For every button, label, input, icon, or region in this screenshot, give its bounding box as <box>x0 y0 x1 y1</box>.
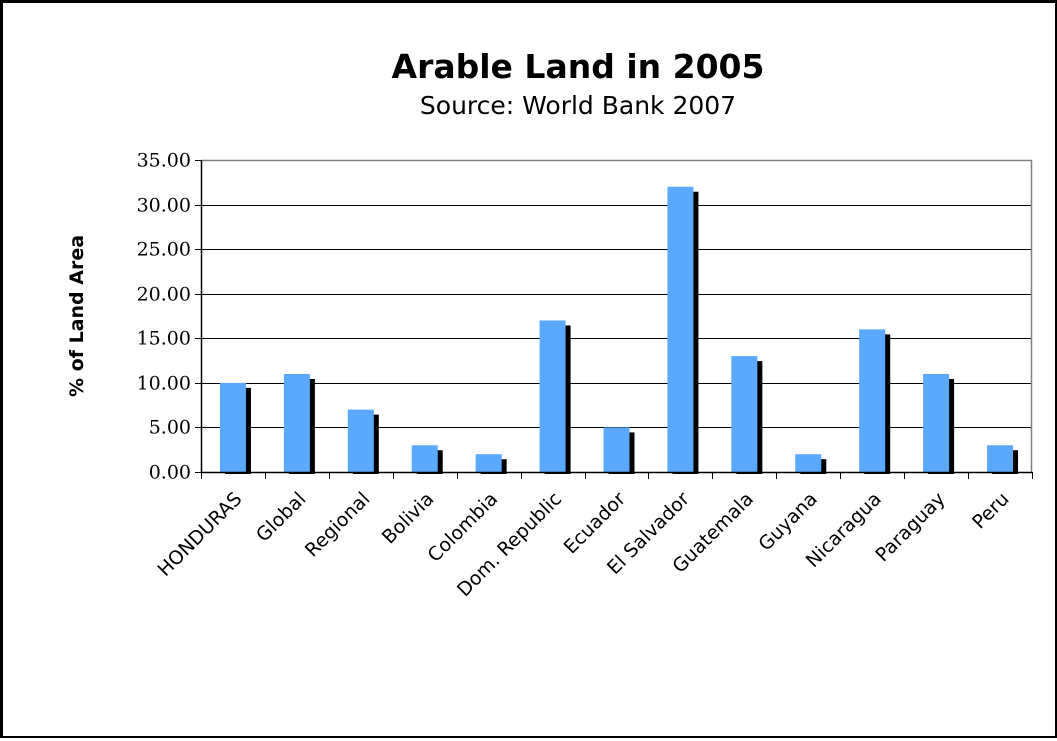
x-tick-label: Regional <box>301 488 375 562</box>
bar <box>539 320 566 472</box>
bar-chart: 0.00 5.00 10.00 15.00 20.00 25.00 30.00 35.00 HO… <box>66 150 1033 601</box>
y-tick-label: 10.00 <box>137 373 191 395</box>
bar <box>795 454 822 472</box>
bar <box>859 329 886 472</box>
bar <box>603 427 630 472</box>
y-tick-label: 0.00 <box>149 462 191 484</box>
y-axis-title: % of Land Area <box>66 235 88 397</box>
bar <box>347 409 374 472</box>
chart-title: Arable Land in 2005 <box>391 47 765 86</box>
bar <box>731 356 758 472</box>
y-tick-label: 20.00 <box>137 284 191 306</box>
bar <box>219 382 246 472</box>
x-tick-label: Global <box>252 488 310 546</box>
bar <box>987 445 1014 472</box>
y-tick-label: 5.00 <box>149 417 191 439</box>
x-tick-label: HONDURAS <box>154 488 247 581</box>
bar <box>411 445 438 472</box>
bars <box>219 186 1019 474</box>
y-tick-label: 30.00 <box>137 195 191 217</box>
gridlines <box>201 205 1032 428</box>
y-tick-label: 25.00 <box>137 239 191 261</box>
bar <box>475 454 502 472</box>
x-tick-label: Paraguay <box>871 488 949 566</box>
x-tick-label: Peru <box>968 488 1013 533</box>
axes: 0.00 5.00 10.00 15.00 20.00 25.00 30.00 35.00 HO… <box>137 150 1033 601</box>
bar <box>667 186 694 472</box>
bar <box>283 373 310 472</box>
chart-subtitle: Source: World Bank 2007 <box>419 91 737 120</box>
bar <box>923 373 950 472</box>
x-tick-label: Bolivia <box>378 488 438 548</box>
y-tick-label: 15.00 <box>137 328 191 350</box>
y-tick-label: 35.00 <box>137 150 191 172</box>
